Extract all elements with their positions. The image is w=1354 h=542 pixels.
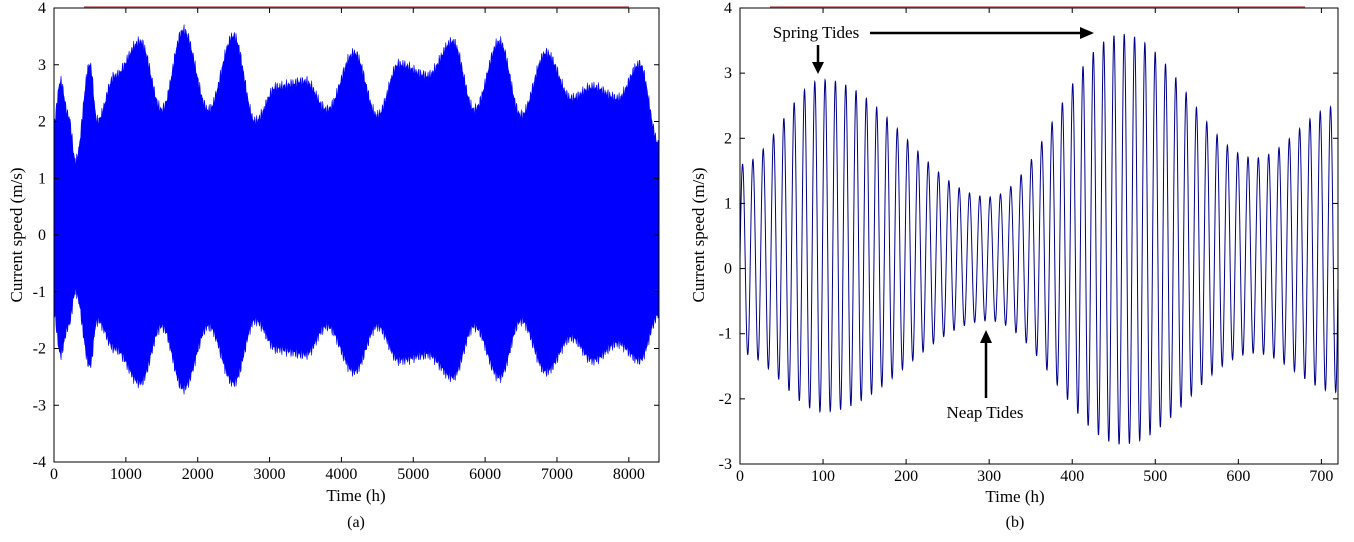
annotation-neap-tides-text: Neap Tides [947,403,1024,422]
x-tick-label: 500 [1143,468,1167,485]
y-tick-label: -4 [33,454,46,471]
x-tick-label: 8000 [613,466,645,483]
x-tick-label: 5000 [397,466,429,483]
x-axis-label: Time (h) [326,486,385,505]
x-tick-label: 2000 [182,466,214,483]
x-tick-label: 3000 [254,466,286,483]
y-tick-label: 4 [724,0,732,17]
y-tick-label: 1 [724,195,732,212]
y-tick-label: -1 [719,326,732,343]
y-tick-label: -3 [33,397,46,414]
y-tick-label: 2 [724,130,732,147]
y-axis-label: Current speed (m/s) [689,167,708,302]
y-axis-label: Current speed (m/s) [7,167,26,302]
y-tick-label: 3 [38,57,46,74]
y-tick-label: 0 [38,227,46,244]
y-tick-label: 1 [38,170,46,187]
y-tick-label: -2 [33,341,46,358]
series-current-speed-envelope [54,24,659,395]
arrowhead-up [980,330,992,343]
chart-panel-a: 0 1000 2000 3000 4000 5000 6000 7000 8000 -4 -3 -2 -… [7,0,660,531]
x-tick-label: 700 [1309,468,1333,485]
x-tick-label: 600 [1226,468,1250,485]
annotation-spring-tides-text: Spring Tides [773,23,859,42]
y-tick-label: 4 [38,0,46,17]
arrowhead-right [1080,27,1094,39]
arrowhead-down [812,62,824,74]
annotation-neap-tides: Neap Tides [934,330,1036,423]
x-tick-label: 1000 [110,466,142,483]
panel-label: (b) [1006,514,1025,531]
y-tick-label: -2 [719,391,732,408]
y-tick-label: 0 [724,261,732,278]
panel-label: (a) [347,514,365,531]
x-tick-label: 0 [50,466,58,483]
plot-frame [739,7,1339,465]
y-tick-label: 2 [38,114,46,131]
x-tick-label: 4000 [325,466,357,483]
annotation-spring-tides: Spring Tides [760,20,1094,74]
x-tick-label: 300 [977,468,1001,485]
x-tick-label: 100 [811,468,835,485]
y-tick-label: -3 [719,456,732,473]
series-current-speed-line [740,34,1338,445]
y-tick-label: 3 [724,65,732,82]
chart-panel-b: 0 100 200 300 400 500 600 700 -3 -2 -1 0 1 2 3 4 Time (… [689,0,1339,531]
x-axis-label: Time (h) [985,487,1044,506]
x-tick-label: 6000 [469,466,501,483]
x-tick-label: 400 [1060,468,1084,485]
y-tick-label: -1 [33,284,46,301]
x-tick-label: 200 [894,468,918,485]
x-tick-label: 7000 [541,466,573,483]
x-tick-label: 0 [736,468,744,485]
